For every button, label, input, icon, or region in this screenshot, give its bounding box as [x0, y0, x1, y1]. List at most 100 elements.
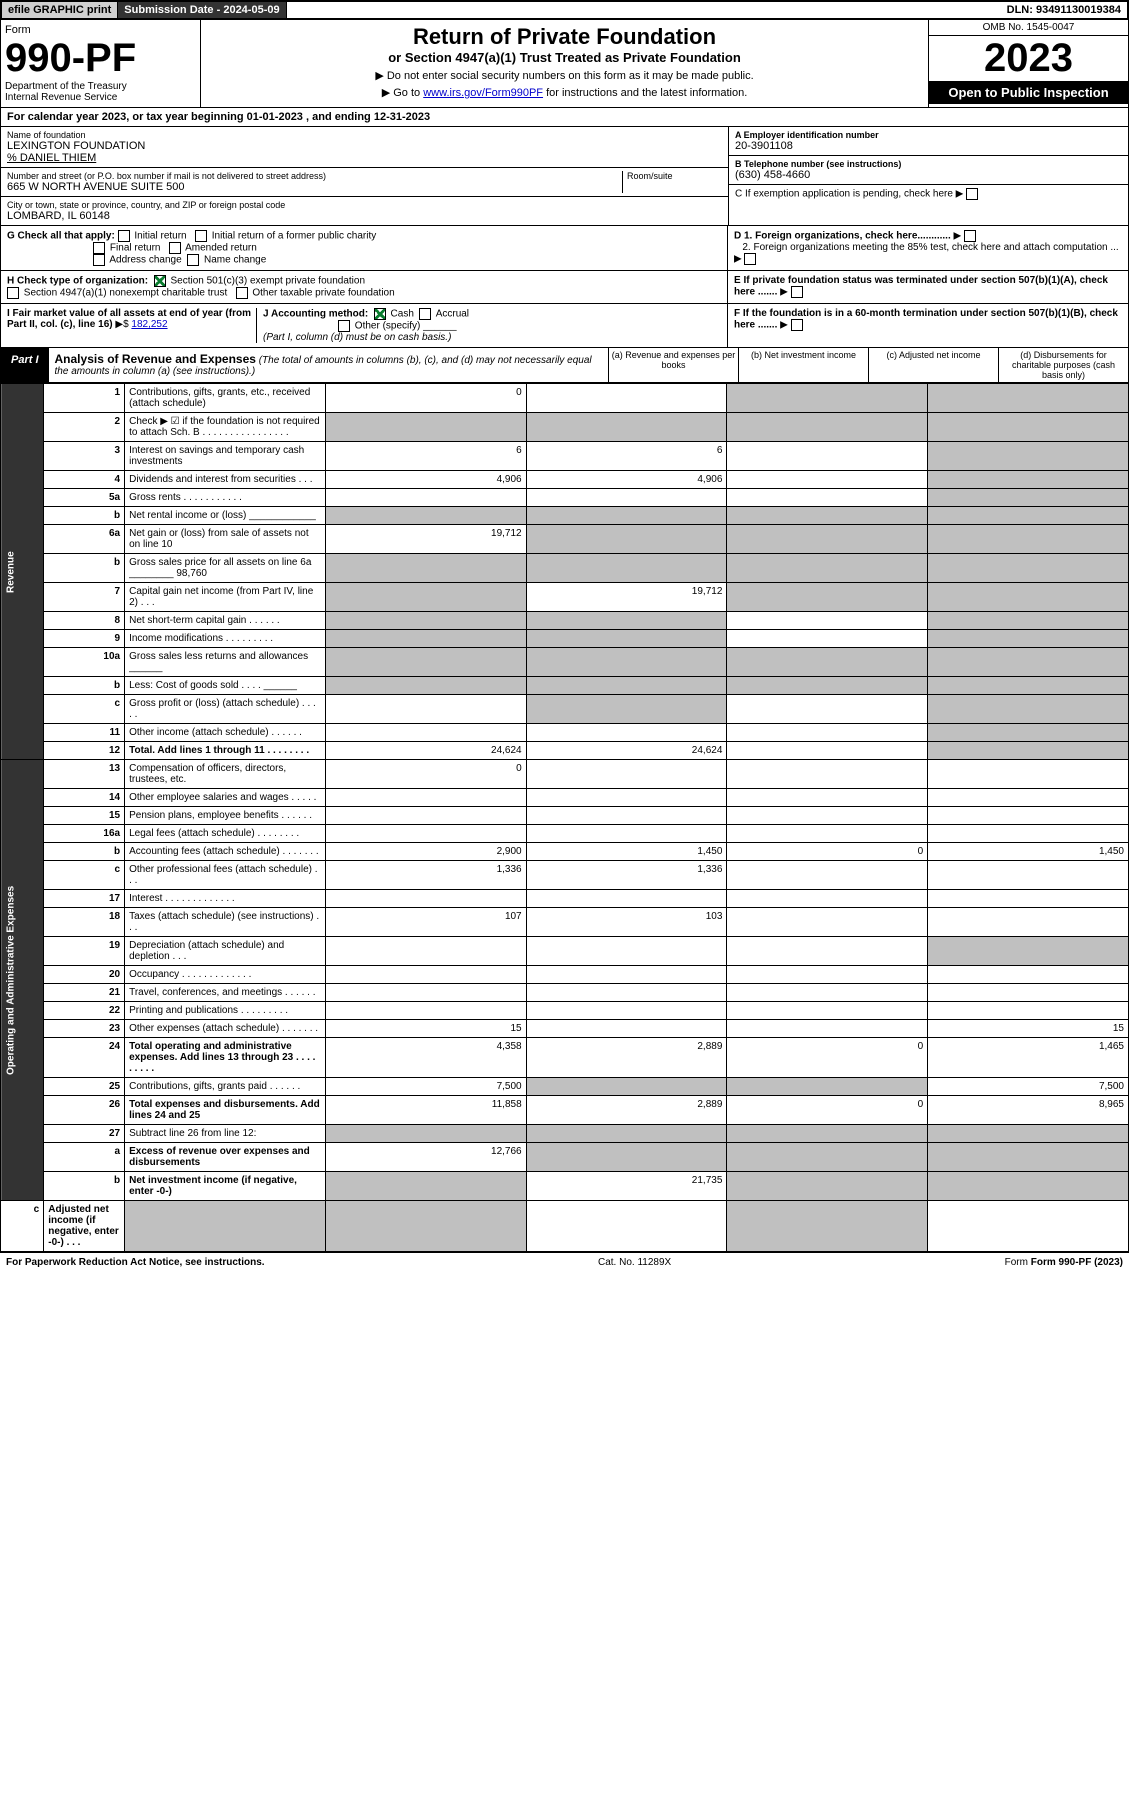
amount-col-d	[928, 760, 1129, 789]
amount-col-c	[727, 525, 928, 554]
line-description: Gross sales less returns and allowances …	[125, 648, 326, 677]
amount-col-d: 8,965	[928, 1096, 1129, 1125]
h-org-type: H Check type of organization: Section 50…	[1, 271, 728, 303]
part1-col-headers: (a) Revenue and expenses per books (b) N…	[608, 348, 1128, 382]
amount-col-d	[928, 648, 1129, 677]
table-row: bGross sales price for all assets on lin…	[1, 554, 1129, 583]
line-description: Check ▶ ☑ if the foundation is not requi…	[125, 413, 326, 442]
amount-col-c	[727, 1172, 928, 1201]
line-number: b	[44, 677, 125, 695]
amount-col-a: 0	[325, 760, 526, 789]
amount-col-d	[928, 413, 1129, 442]
amount-col-a: 15	[325, 1020, 526, 1038]
amount-col-a: 0	[325, 384, 526, 413]
j-cash-cb[interactable]	[374, 308, 386, 320]
revenue-side-label: Revenue	[1, 384, 44, 760]
amount-col-a	[325, 507, 526, 525]
line-number: 15	[44, 807, 125, 825]
fmv-value[interactable]: 182,252	[131, 319, 167, 330]
amount-col-b: 103	[526, 908, 727, 937]
line-description: Contributions, gifts, grants, etc., rece…	[125, 384, 326, 413]
j-accrual-cb[interactable]	[419, 308, 431, 320]
amount-col-a	[325, 489, 526, 507]
j-other-cb[interactable]	[338, 320, 350, 332]
table-row: 16aLegal fees (attach schedule) . . . . …	[1, 825, 1129, 843]
h-other-taxable-cb[interactable]	[236, 287, 248, 299]
table-row: cOther professional fees (attach schedul…	[1, 861, 1129, 890]
line-description: Excess of revenue over expenses and disb…	[125, 1143, 326, 1172]
amount-col-d	[928, 554, 1129, 583]
amount-col-a: 2,900	[325, 843, 526, 861]
f-checkbox[interactable]	[791, 319, 803, 331]
line-description: Gross rents . . . . . . . . . . .	[125, 489, 326, 507]
h-4947-cb[interactable]	[7, 287, 19, 299]
phone-cell: B Telephone number (see instructions) (6…	[729, 156, 1128, 185]
amount-col-b	[526, 489, 727, 507]
g-final-return-cb[interactable]	[93, 242, 105, 254]
g-address-change-cb[interactable]	[93, 254, 105, 266]
line-description: Depreciation (attach schedule) and deple…	[125, 937, 326, 966]
line-number: b	[44, 1172, 125, 1201]
amount-col-c	[727, 807, 928, 825]
col-c-header: (c) Adjusted net income	[868, 348, 998, 382]
amount-col-a	[325, 1002, 526, 1020]
amount-col-d	[928, 724, 1129, 742]
amount-col-a	[325, 724, 526, 742]
amount-col-b	[526, 890, 727, 908]
e-checkbox[interactable]	[791, 286, 803, 298]
amount-col-c	[727, 908, 928, 937]
g-row: G Check all that apply: Initial return I…	[0, 226, 1129, 271]
line-description: Dividends and interest from securities .…	[125, 471, 326, 489]
line-number: 17	[44, 890, 125, 908]
d2-checkbox[interactable]	[744, 253, 756, 265]
line-description: Accounting fees (attach schedule) . . . …	[125, 843, 326, 861]
line-description: Total operating and administrative expen…	[125, 1038, 326, 1078]
table-row: bNet investment income (if negative, ent…	[1, 1172, 1129, 1201]
line-description: Gross profit or (loss) (attach schedule)…	[125, 695, 326, 724]
c-checkbox[interactable]	[966, 188, 978, 200]
g-initial-former-cb[interactable]	[195, 230, 207, 242]
table-row: 19Depreciation (attach schedule) and dep…	[1, 937, 1129, 966]
table-row: aExcess of revenue over expenses and dis…	[1, 1143, 1129, 1172]
amount-col-b	[526, 384, 727, 413]
amount-col-d	[928, 612, 1129, 630]
g-name-change-cb[interactable]	[187, 254, 199, 266]
amount-col-a: 12,766	[325, 1143, 526, 1172]
h-501c3-cb[interactable]	[154, 275, 166, 287]
entity-right: A Employer identification number 20-3901…	[728, 127, 1128, 225]
h-row: H Check type of organization: Section 50…	[0, 271, 1129, 304]
amount-col-b	[325, 1201, 526, 1252]
amount-col-b	[526, 612, 727, 630]
instructions-link[interactable]: www.irs.gov/Form990PF	[423, 87, 543, 99]
line-number: 12	[44, 742, 125, 760]
amount-col-c	[727, 554, 928, 583]
line-number: 11	[44, 724, 125, 742]
amount-col-d	[928, 1172, 1129, 1201]
line-number: 8	[44, 612, 125, 630]
amount-col-b	[526, 413, 727, 442]
g-amended-cb[interactable]	[169, 242, 181, 254]
line-description: Net gain or (loss) from sale of assets n…	[125, 525, 326, 554]
table-row: 25Contributions, gifts, grants paid . . …	[1, 1078, 1129, 1096]
table-row: 3Interest on savings and temporary cash …	[1, 442, 1129, 471]
col-b-header: (b) Net investment income	[738, 348, 868, 382]
amount-col-a	[325, 695, 526, 724]
d1-checkbox[interactable]	[964, 230, 976, 242]
line-description: Other professional fees (attach schedule…	[125, 861, 326, 890]
line-number: 27	[44, 1125, 125, 1143]
header-center: Return of Private Foundation or Section …	[201, 20, 928, 107]
part1-title: Analysis of Revenue and Expenses (The to…	[49, 348, 608, 382]
amount-col-c	[727, 507, 928, 525]
line-number: c	[44, 695, 125, 724]
ij-row: I Fair market value of all assets at end…	[0, 304, 1129, 348]
amount-col-c	[727, 489, 928, 507]
efile-badge: efile GRAPHIC print	[2, 2, 118, 18]
amount-col-b	[526, 1020, 727, 1038]
table-row: cAdjusted net income (if negative, enter…	[1, 1201, 1129, 1252]
table-row: bNet rental income or (loss) ___________…	[1, 507, 1129, 525]
amount-col-a	[325, 612, 526, 630]
line-number: 2	[44, 413, 125, 442]
g-initial-return-cb[interactable]	[118, 230, 130, 242]
amount-col-b: 21,735	[526, 1172, 727, 1201]
amount-col-a	[325, 413, 526, 442]
